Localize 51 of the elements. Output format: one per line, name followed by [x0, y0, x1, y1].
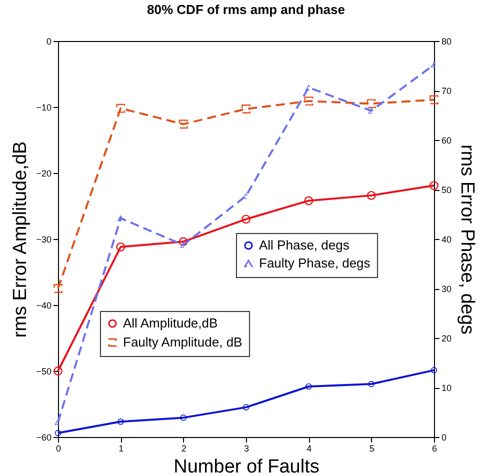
point	[116, 242, 126, 252]
x-tick-label: 0	[56, 444, 62, 454]
legend-label: Faulty Amplitude, dB	[123, 334, 242, 350]
y2-tick-label: 40	[442, 234, 452, 244]
point	[242, 104, 250, 114]
y2-tick-label: 70	[442, 86, 452, 96]
point	[304, 196, 314, 206]
point	[430, 367, 438, 374]
y2-tick-label: 50	[442, 185, 452, 195]
legend-label: All Amplitude,dB	[123, 316, 218, 330]
y-tick-label: −20	[36, 168, 52, 178]
y2-tick-label: 20	[442, 334, 452, 344]
point	[54, 366, 62, 376]
x-axis-title: Number of Faults	[174, 456, 320, 476]
point	[304, 96, 314, 106]
y2-tick-label: 80	[442, 36, 452, 46]
point	[178, 120, 188, 129]
point	[242, 404, 250, 410]
y-tick-label: −40	[36, 300, 52, 310]
point	[54, 284, 62, 293]
point	[180, 414, 186, 421]
x-tick-label: 4	[306, 444, 312, 454]
x-tick-label: 3	[244, 444, 250, 454]
y-axis-title: rms Error Amplitude,dB	[10, 141, 32, 338]
y2-axis-title: rms Error Phase, degs	[456, 144, 478, 335]
point	[430, 181, 438, 190]
x-tick-label: 6	[432, 444, 438, 454]
y-tick-label: 0	[46, 36, 52, 46]
point	[178, 237, 188, 246]
point	[366, 190, 376, 200]
point	[306, 383, 312, 390]
point	[242, 214, 250, 224]
y2-tick-label: 30	[442, 284, 452, 294]
x-tick-label: 5	[369, 444, 374, 454]
legend-label: All Phase, degs	[259, 238, 350, 252]
y-tick-label: −50	[36, 366, 52, 376]
y2-tick-label: 60	[442, 136, 452, 146]
point	[116, 104, 126, 113]
y2-tick-label: 0	[442, 432, 447, 442]
y-tick-label: −30	[36, 234, 52, 244]
x-tick-label: 2	[181, 444, 186, 454]
point	[118, 418, 124, 425]
chart-title: 80% CDF of rms amp and phase	[147, 2, 345, 17]
y-tick-label: −60	[36, 432, 52, 442]
x-tick-label: 1	[118, 444, 124, 454]
point	[368, 380, 374, 388]
y-tick-label: −10	[36, 102, 52, 112]
point	[430, 95, 438, 104]
legend-label: Faulty Phase, degs	[259, 256, 371, 270]
point	[366, 99, 376, 108]
y2-tick-label: 10	[442, 383, 452, 393]
